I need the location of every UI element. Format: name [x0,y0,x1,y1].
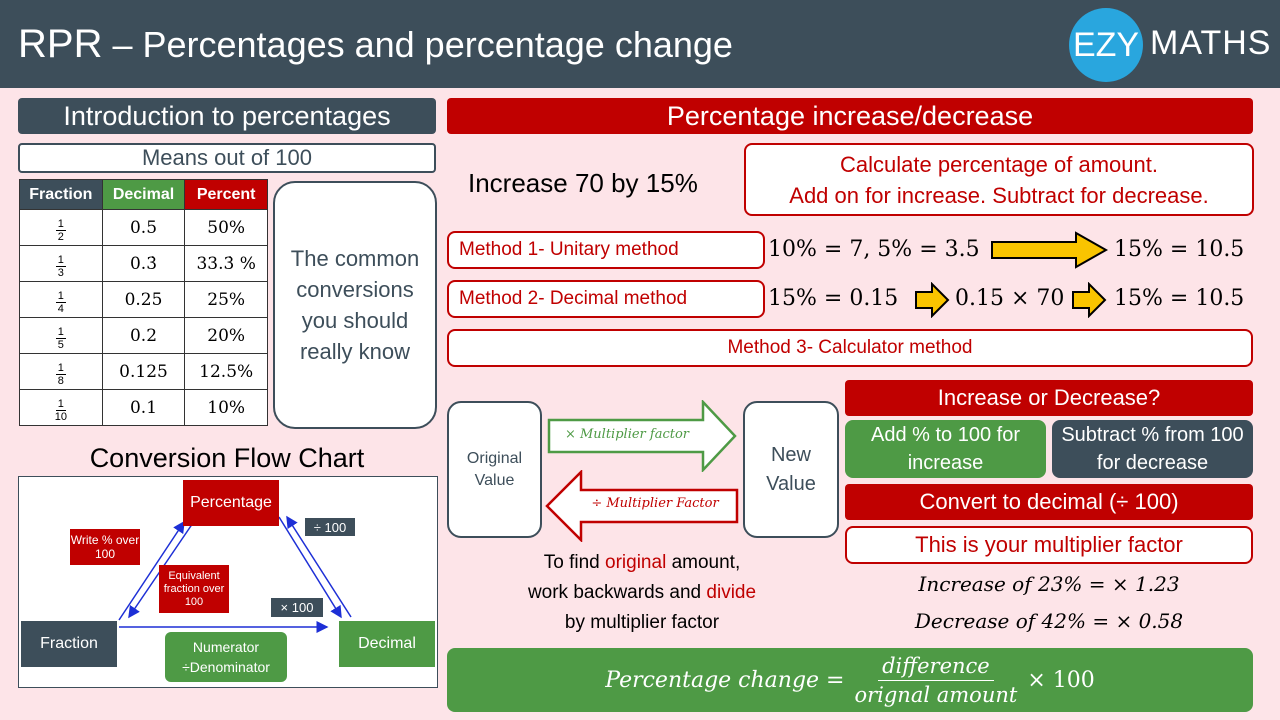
pct-example: Increase 70 by 15% [468,168,698,198]
page-title: RPR – Percentages and percentage change [18,22,733,66]
table-row: 1 8 0.125 12.5% [19,353,268,390]
flow-chart: Percentage Fraction Decimal Write % over… [18,476,438,688]
percent-cell: 25% [184,281,268,318]
table-row: 1 5 0.2 20% [19,317,268,354]
flow-write-pct: Write % over 100 [70,529,140,565]
means-out-of-100: Means out of 100 [18,143,436,173]
conversion-table: Fraction Decimal Percent 1 2 0.5 50% 1 3 0.3̇ 3… [19,179,268,426]
new-value-box: New Value [743,401,839,538]
decimal-cell: 0.5 [101,209,186,246]
decimal-cell: 0.3̇ [101,245,186,282]
decimal-cell: 0.125 [101,353,186,390]
m2-arrow-2-icon [1072,282,1107,318]
pct-title: Percentage increase/decrease [447,98,1253,134]
method-2: Method 2- Decimal method [447,280,765,318]
flow-numerator: Numerator ÷Denominator [165,632,287,682]
percent-cell: 12.5% [184,353,268,390]
conversions-note: The common conversions you should really… [273,181,437,429]
method-1: Method 1- Unitary method [447,231,765,269]
decimal-cell: 0.2 [101,317,186,354]
formula-numerator: difference [878,652,994,681]
m2-step-b: 0.15 × 70 [955,286,1065,311]
m2-step-a: 15% = 0.15 [768,286,899,311]
formula-left: Percentage change = [605,667,845,693]
table-row: 1 2 0.5 50% [19,209,268,246]
m1-arrow-icon [991,231,1109,269]
formula-denominator: orignal amount [854,682,1018,707]
flow-decimal: Decimal [339,621,435,667]
add-pct-box: Add % to 100 for increase [845,420,1046,478]
logo-maths: MATHS [1150,24,1272,62]
decimal-cell: 0.25 [101,281,186,318]
m1-step-b: 15% = 10.5 [1114,237,1245,262]
flow-mul100: × 100 [271,598,323,617]
m2-arrow-1-icon [915,282,950,318]
formula-right: × 100 [1027,667,1095,693]
m2-step-c: 15% = 10.5 [1114,286,1245,311]
formula-fraction: difference orignal amount [850,652,1021,709]
div-multiplier-label: ÷ Multiplier Factor [591,496,719,511]
example-increase: Increase of 23% = × 1.23 [918,572,1180,596]
flow-div100: ÷ 100 [305,518,355,536]
subtract-pct-box: Subtract % from 100 for decrease [1052,420,1253,478]
table-row: 1 10 0.1 10% [19,389,268,426]
percentage-change-formula: Percentage change = difference orignal a… [447,648,1253,712]
flow-chart-title: Conversion Flow Chart [89,443,365,473]
incdec-title: Increase or Decrease? [845,380,1253,416]
header-percent: Percent [184,179,268,210]
m1-step-a: 10% = 7, 5% = 3.5 [768,237,980,262]
example-decrease: Decrease of 42% = × 0.58 [914,609,1184,633]
calc-line-1: Calculate percentage of amount. [840,151,1158,177]
calc-line-2: Add on for increase. Subtract for decrea… [789,182,1209,208]
find-original-note: To find original amount, work backwards … [527,552,757,633]
flow-equivalent: Equivalent fraction over 100 [159,565,229,613]
table-row: 1 3 0.3̇ 33.3̇ % [19,245,268,282]
intro-title: Introduction to percentages [18,98,436,134]
multiplier-factor-note: This is your multiplier factor [845,526,1253,564]
header-fraction: Fraction [19,179,103,210]
percent-cell: 50% [184,209,268,246]
flow-fraction: Fraction [21,621,117,667]
div-multiplier-arrow [545,470,739,542]
original-value-box: Original Value [447,401,542,538]
times-multiplier-arrow [547,400,737,472]
flow-percentage: Percentage [183,480,279,526]
times-multiplier-label: × Multiplier factor [564,427,690,442]
calc-instructions: Calculate percentage of amount. Add on f… [744,143,1254,216]
fraction-cell: 1 10 [19,389,103,426]
method-3: Method 3- Calculator method [447,329,1253,367]
percent-cell: 10% [184,389,268,426]
table-row: 1 4 0.25 25% [19,281,268,318]
percent-cell: 20% [184,317,268,354]
header-bar [0,0,1280,88]
percent-cell: 33.3̇ % [184,245,268,282]
header-decimal: Decimal [101,179,186,210]
decimal-cell: 0.1 [101,389,186,426]
logo-ezy: EZY [1069,8,1143,82]
convert-decimal: Convert to decimal (÷ 100) [845,484,1253,520]
